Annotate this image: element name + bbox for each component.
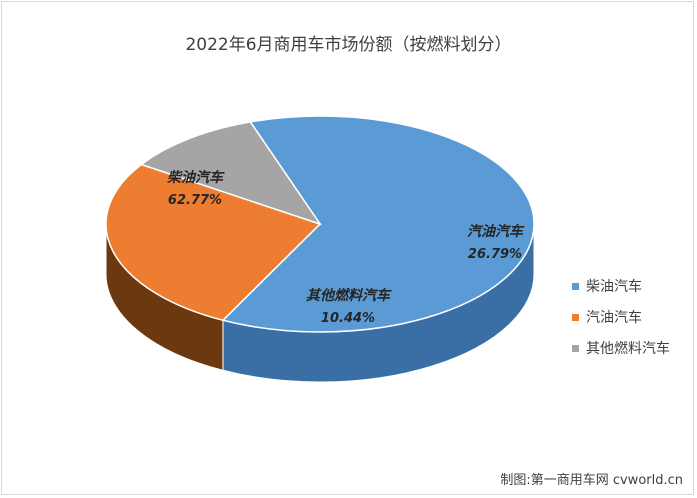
slice-label-0: 柴油汽车	[167, 169, 225, 186]
legend-label-0: 柴油汽车	[586, 279, 642, 295]
slice-label-1: 汽油汽车	[467, 223, 525, 240]
chart-title: 2022年6月商用车市场份额（按燃料划分）	[185, 35, 512, 55]
legend-swatch-0	[572, 282, 579, 290]
slice-value-0: 62.77%	[168, 193, 222, 208]
legend-item-0: 柴油汽车	[572, 274, 670, 298]
legend-swatch-1	[572, 313, 579, 321]
slice-value-2: 10.44%	[321, 311, 375, 326]
slice-label-2: 其他燃料汽车	[306, 287, 392, 304]
slice-value-1: 26.79%	[468, 247, 522, 262]
legend-swatch-2	[572, 344, 579, 352]
pie-slice-0	[221, 115, 535, 333]
legend-label-1: 汽油汽车	[586, 310, 642, 326]
legend-label-2: 其他燃料汽车	[586, 341, 670, 357]
credit-text: 制图:第一商用车网 cvworld.cn	[500, 473, 683, 488]
legend-item-2: 其他燃料汽车	[572, 336, 670, 360]
legend-item-1: 汽油汽车	[572, 305, 670, 329]
pie-slice-1	[105, 163, 322, 322]
pie-slice-2	[139, 121, 322, 226]
legend: 柴油汽车汽油汽车其他燃料汽车	[572, 274, 670, 367]
